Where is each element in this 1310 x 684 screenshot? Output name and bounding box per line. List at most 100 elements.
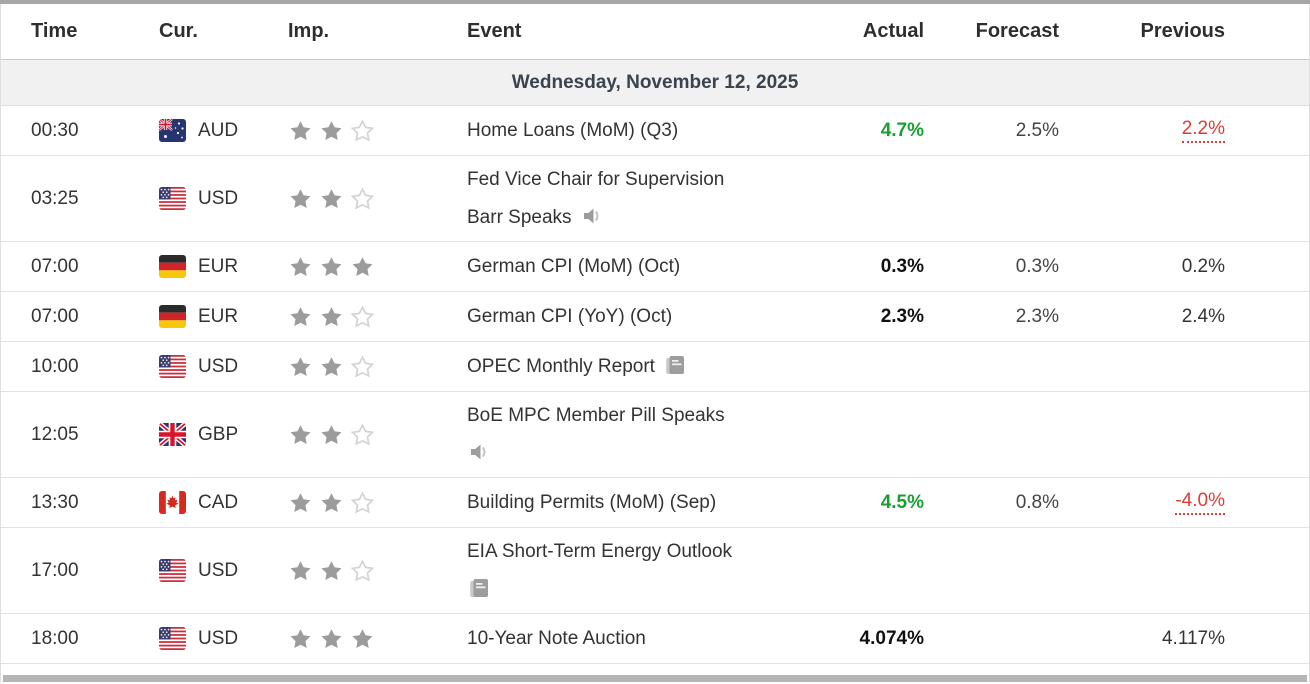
event-row: 10:00 USD OPEC Monthly Report: [1, 342, 1309, 392]
star-empty-icon: [350, 558, 375, 582]
currency-code: EUR: [198, 305, 239, 327]
forecast-text: 0.8%: [1015, 491, 1059, 513]
star-filled-icon: [352, 256, 373, 276]
star-filled-icon: [321, 356, 342, 376]
forecast-text: 2.5%: [1015, 119, 1059, 141]
star-filled-icon: [321, 492, 342, 512]
event-row: 18:00 USD 10-Year Note Auction 4.074% 4.117%: [1, 614, 1309, 664]
event-name: BoE MPC Member Pill Speaks: [467, 397, 844, 473]
actual-value: 0.3%: [844, 256, 924, 278]
star-filled-icon: [321, 256, 342, 276]
report-icon[interactable]: [663, 353, 687, 377]
us-flag-icon: [159, 627, 186, 650]
importance-stars: [288, 490, 467, 515]
star-empty-icon: [350, 118, 375, 142]
star-filled-icon: [321, 424, 342, 444]
previous-value: 0.2%: [1059, 256, 1225, 278]
event-name: OPEC Monthly Report: [467, 348, 844, 386]
report-icon[interactable]: [467, 576, 491, 600]
forecast-text: 0.3%: [1015, 255, 1059, 277]
star-filled-icon: [321, 628, 342, 648]
calendar-table: Time Cur. Imp. Event Actual Forecast Pre…: [0, 4, 1310, 682]
event-name: German CPI (YoY) (Oct): [467, 298, 844, 336]
previous-text: 0.2%: [1181, 255, 1225, 277]
importance-stars: [288, 558, 467, 583]
event-link[interactable]: OPEC Monthly Report: [467, 355, 655, 377]
event-time: 13:30: [31, 491, 79, 513]
us-flag-icon: [159, 559, 186, 582]
currency-code: AUD: [198, 119, 239, 141]
event-name: German CPI (MoM) (Oct): [467, 248, 844, 286]
event-row: 07:00 EUR German CPI (YoY) (Oct) 2.3% 2.3% 2.…: [1, 292, 1309, 342]
forecast-value: 0.3%: [924, 256, 1059, 278]
top-divider: [0, 0, 1310, 4]
star-empty-icon: [350, 354, 375, 378]
event-currency: USD: [159, 355, 288, 378]
event-link[interactable]: BoE MPC Member Pill Speaks: [467, 404, 725, 426]
event-time: 03:25: [31, 187, 79, 209]
col-header-importance: Imp.: [288, 20, 330, 42]
event-link[interactable]: Home Loans (MoM) (Q3): [467, 119, 679, 141]
event-row: 00:30 AUD Home Loans (MoM) (Q3) 4.7% 2.5% 2.2…: [1, 106, 1309, 156]
actual-text: 4.074%: [859, 627, 924, 649]
actual-value: 4.5%: [844, 492, 924, 514]
date-header-row: Wednesday, November 12, 2025: [1, 60, 1309, 106]
event-currency: EUR: [159, 255, 288, 278]
event-link[interactable]: Fed Vice Chair for Supervision: [467, 168, 725, 190]
event-currency: USD: [159, 627, 288, 650]
event-link[interactable]: 10-Year Note Auction: [467, 627, 646, 649]
actual-text: 0.3%: [880, 255, 924, 277]
us-flag-icon: [159, 355, 186, 378]
currency-code: CAD: [198, 491, 239, 513]
speaker-icon: [471, 445, 486, 460]
event-time: 00:30: [31, 119, 79, 141]
ca-flag-icon: [159, 491, 186, 514]
speaker-icon: [583, 209, 599, 224]
gb-flag-icon: [159, 423, 186, 446]
col-header-currency: Cur.: [159, 20, 198, 42]
currency-code: GBP: [198, 423, 239, 445]
event-currency: USD: [159, 559, 288, 582]
event-time: 18:00: [31, 627, 79, 649]
actual-text: 4.5%: [880, 491, 924, 513]
de-flag-icon: [159, 305, 186, 328]
previous-value: -4.0%: [1059, 490, 1225, 515]
event-link[interactable]: EIA Short-Term Energy Outlook: [467, 540, 733, 562]
actual-text: 2.3%: [880, 305, 924, 327]
event-row: 17:00 USD EIA Short-Term Energy Outlook: [1, 528, 1309, 614]
currency-code: EUR: [198, 255, 239, 277]
event-time: 17:00: [31, 559, 79, 581]
previous-text: 2.4%: [1181, 305, 1225, 327]
star-empty-icon: [350, 422, 375, 446]
star-filled-icon: [290, 188, 311, 208]
forecast-value: 2.5%: [924, 120, 1059, 142]
date-header-label: Wednesday, November 12, 2025: [511, 71, 799, 93]
event-row: 13:30 CAD Building Permits (MoM) (Sep) 4.5%…: [1, 478, 1309, 528]
au-flag-icon: [159, 119, 186, 142]
de-flag-icon: [159, 255, 186, 278]
event-link[interactable]: Building Permits (MoM) (Sep): [467, 491, 717, 513]
importance-stars: [288, 422, 467, 447]
event-link[interactable]: Barr Speaks: [467, 206, 572, 228]
event-link[interactable]: German CPI (MoM) (Oct): [467, 255, 681, 277]
importance-stars: [288, 627, 467, 651]
currency-code: USD: [198, 187, 239, 209]
event-row: 07:00 EUR German CPI (MoM) (Oct) 0.3% 0.3% 0.…: [1, 242, 1309, 292]
col-header-time: Time: [31, 20, 78, 42]
star-filled-icon: [321, 120, 342, 140]
star-filled-icon: [290, 256, 311, 276]
us-flag-icon: [159, 187, 186, 210]
table-header-row: Time Cur. Imp. Event Actual Forecast Pre…: [1, 4, 1309, 60]
importance-stars: [288, 255, 467, 279]
previous-text: 4.117%: [1161, 627, 1225, 649]
importance-stars: [288, 118, 467, 143]
star-filled-icon: [352, 628, 373, 648]
event-name: Home Loans (MoM) (Q3): [467, 112, 844, 150]
event-link[interactable]: German CPI (YoY) (Oct): [467, 305, 673, 327]
forecast-value: 2.3%: [924, 306, 1059, 328]
previous-value: 2.2%: [1059, 118, 1225, 143]
star-empty-icon: [350, 490, 375, 514]
event-row: 12:05 GBP BoE MPC Member Pill Speaks: [1, 392, 1309, 478]
previous-value: 2.4%: [1059, 306, 1225, 328]
forecast-value: 0.8%: [924, 492, 1059, 514]
